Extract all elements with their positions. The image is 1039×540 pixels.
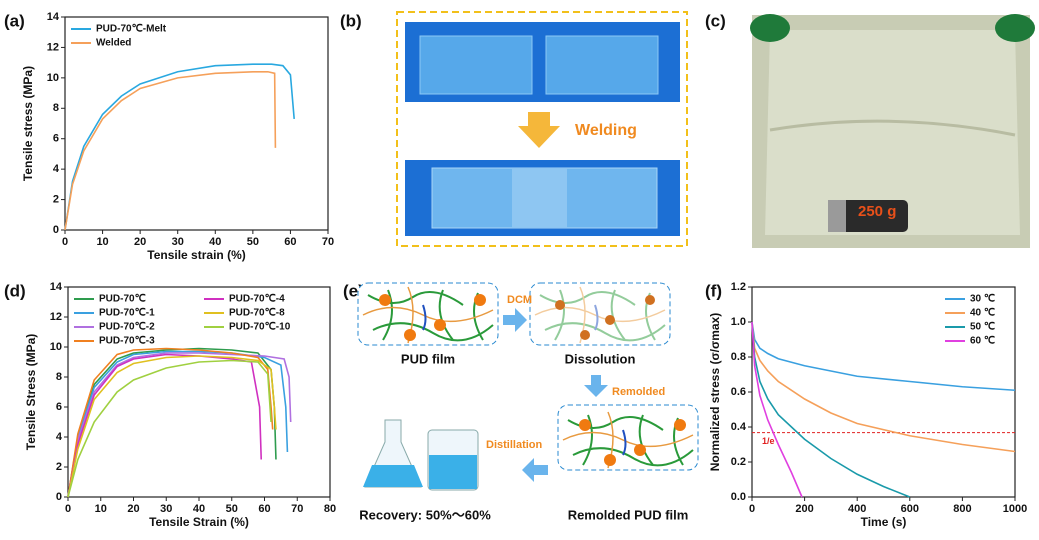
legend-label: PUD-70℃	[99, 294, 146, 305]
y-axis-label: Normalized stress (σ/σmax)	[708, 313, 722, 471]
legend-label: 30 ℃	[970, 294, 995, 305]
y-tick-label: 0.2	[731, 456, 746, 468]
legend-label: PUD-70℃-3	[99, 336, 155, 347]
reference-label: 1/e	[762, 436, 775, 446]
data-line	[67, 347, 274, 498]
x-tick-label: 0	[749, 503, 755, 515]
x-tick-label: 10	[96, 236, 108, 248]
x-tick-label: 70	[291, 503, 303, 515]
x-tick-label: 20	[134, 236, 146, 248]
x-tick-label: 40	[193, 503, 205, 515]
legend-label: 60 ℃	[970, 336, 995, 347]
panel-label: (f)	[705, 281, 722, 300]
y-tick-label: 12	[47, 41, 59, 53]
data-line	[67, 355, 277, 498]
x-tick-label: 400	[848, 503, 866, 515]
recovery-label: Recovery: 50%～60%	[359, 507, 491, 522]
x-axis-label: Tensile Strain (%)	[149, 515, 249, 529]
x-tick-label: 0	[65, 503, 71, 515]
y-tick-label: 4	[56, 431, 63, 443]
panel-label: (b)	[340, 11, 362, 30]
welding-label: Welding	[575, 122, 637, 139]
data-line	[67, 352, 292, 498]
x-tick-label: 50	[247, 236, 259, 248]
y-axis-label: Tensile Stress (MPa)	[24, 334, 38, 450]
x-tick-label: 80	[324, 503, 336, 515]
y-tick-label: 6	[56, 401, 62, 413]
x-tick-label: 200	[795, 503, 813, 515]
y-tick-label: 10	[47, 72, 59, 84]
panel-label: (a)	[4, 11, 25, 30]
y-tick-label: 10	[50, 341, 62, 353]
y-tick-label: 14	[47, 11, 60, 23]
legend-label: 40 ℃	[970, 308, 995, 319]
remolded-film-label: Remolded PUD film	[568, 507, 689, 522]
legend-label: PUD-70℃-2	[99, 322, 155, 333]
data-line	[751, 321, 911, 498]
panel-label: (d)	[4, 281, 26, 300]
data-line	[751, 321, 1016, 453]
legend-label: 50 ℃	[970, 322, 995, 333]
dcm-label: DCM	[507, 294, 532, 306]
data-line	[67, 359, 272, 498]
y-tick-label: 12	[50, 311, 62, 323]
plot-frame	[64, 16, 329, 231]
y-tick-label: 0.6	[731, 386, 746, 398]
data-line	[64, 70, 277, 231]
y-tick-label: 2	[56, 461, 62, 473]
legend-label: PUD-70℃-8	[229, 308, 285, 319]
x-axis-label: Tensile strain (%)	[147, 248, 245, 262]
y-tick-label: 0.0	[731, 491, 746, 503]
y-axis-label: Tensile stress (MPa)	[21, 66, 35, 181]
pud-film-label: PUD film	[401, 351, 455, 366]
y-tick-label: 0	[56, 491, 62, 503]
x-tick-label: 1000	[1003, 503, 1027, 515]
x-tick-label: 600	[901, 503, 919, 515]
legend-label: Welded	[96, 38, 131, 49]
y-tick-label: 8	[56, 371, 62, 383]
x-tick-label: 50	[226, 503, 238, 515]
x-tick-label: 800	[953, 503, 971, 515]
load-photo	[750, 14, 1035, 248]
legend-label: PUD-70℃-1	[99, 308, 155, 319]
panel-label: (c)	[705, 11, 726, 30]
data-line	[751, 321, 1016, 392]
y-tick-label: 2	[53, 193, 59, 205]
x-tick-label: 40	[209, 236, 221, 248]
legend-label: PUD-70℃-Melt	[96, 24, 167, 35]
distillation-label: Distillation	[486, 439, 543, 451]
data-line	[67, 350, 289, 498]
x-tick-label: 20	[127, 503, 139, 515]
recycling-diagram	[357, 282, 699, 491]
x-tick-label: 10	[95, 503, 107, 515]
y-tick-label: 1.2	[731, 281, 746, 293]
y-tick-label: 0.4	[731, 421, 747, 433]
x-tick-label: 0	[62, 236, 68, 248]
legend-label: PUD-70℃-4	[229, 294, 285, 305]
dissolution-label: Dissolution	[565, 351, 636, 366]
y-tick-label: 14	[50, 281, 63, 293]
x-tick-label: 30	[160, 503, 172, 515]
data-line	[751, 321, 803, 498]
weight-label: 250 g	[858, 203, 896, 220]
x-tick-label: 30	[172, 236, 184, 248]
y-tick-label: 8	[53, 102, 59, 114]
x-tick-label: 70	[322, 236, 334, 248]
remolded-label: Remolded	[612, 386, 665, 398]
x-tick-label: 60	[284, 236, 296, 248]
y-tick-label: 0	[53, 224, 59, 236]
welding-photos	[396, 11, 688, 247]
legend-label: PUD-70℃-10	[229, 322, 291, 333]
y-tick-label: 4	[53, 163, 60, 175]
x-tick-label: 60	[258, 503, 270, 515]
y-tick-label: 6	[53, 133, 59, 145]
x-axis-label: Time (s)	[861, 515, 907, 529]
y-tick-label: 1.0	[731, 316, 746, 328]
data-line	[64, 63, 295, 231]
y-tick-label: 0.8	[731, 351, 746, 363]
data-line	[67, 347, 277, 498]
data-line	[67, 353, 263, 498]
